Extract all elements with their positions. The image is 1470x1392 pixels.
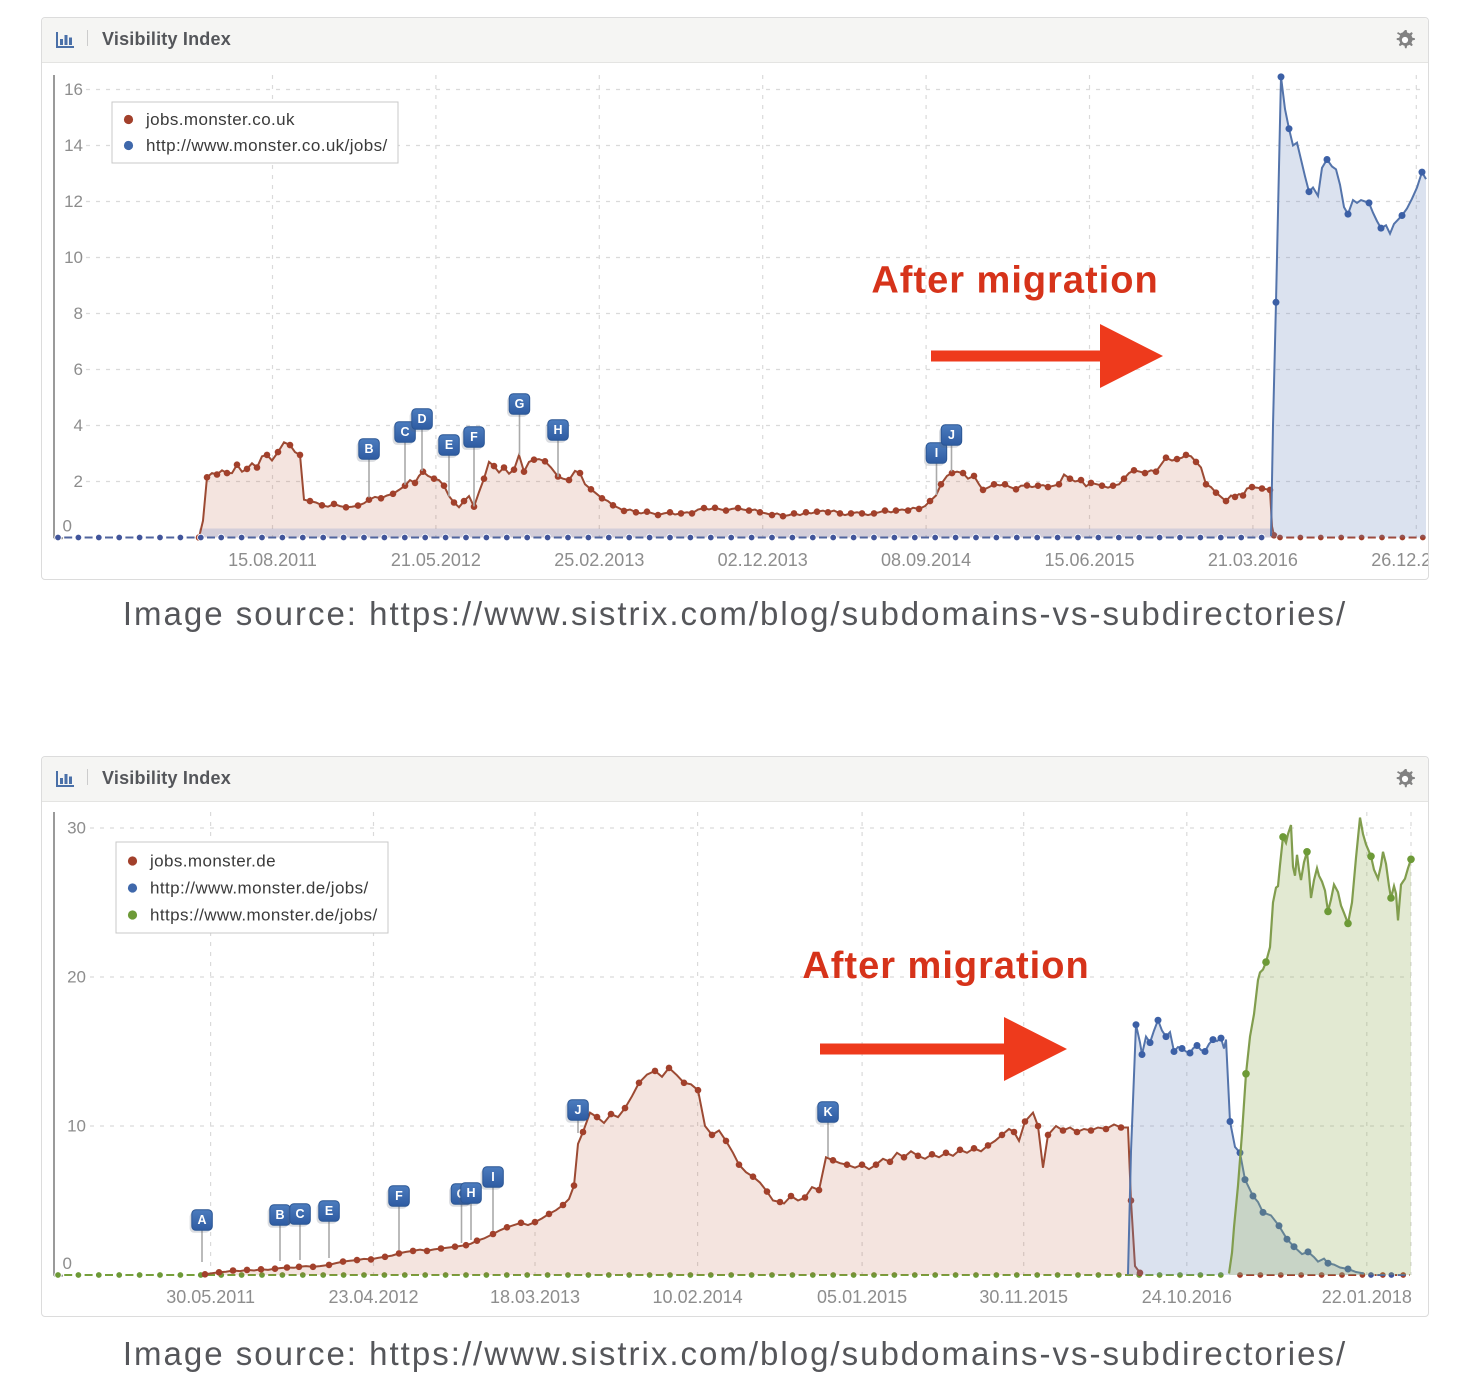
svg-text:E: E [325,1204,333,1218]
svg-text:25.02.2013: 25.02.2013 [554,550,644,570]
svg-text:H: H [466,1186,475,1200]
svg-text:6: 6 [74,360,83,379]
svg-text:10.02.2014: 10.02.2014 [653,1287,743,1307]
svg-text:https://www.monster.de/jobs/: https://www.monster.de/jobs/ [150,906,378,925]
svg-text:C: C [295,1207,304,1221]
svg-text:16: 16 [64,80,83,99]
svg-text:20: 20 [67,968,86,987]
svg-text:F: F [395,1189,403,1203]
svg-text:C: C [400,425,409,439]
svg-text:B: B [275,1208,284,1222]
svg-text:After migration: After migration [802,945,1089,987]
svg-text:10: 10 [67,1117,86,1136]
svg-text:22.01.2018: 22.01.2018 [1322,1287,1412,1307]
svg-text:18.03.2013: 18.03.2013 [490,1287,580,1307]
svg-text:10: 10 [64,248,83,267]
svg-text:14: 14 [64,136,83,155]
svg-text:2: 2 [74,472,83,491]
svg-text:12: 12 [64,192,83,211]
svg-text:I: I [491,1170,494,1184]
svg-text:jobs.monster.co.uk: jobs.monster.co.uk [145,110,295,129]
svg-text:30: 30 [67,819,86,838]
svg-text:A: A [197,1213,206,1227]
svg-text:08.09.2014: 08.09.2014 [881,550,971,570]
svg-text:30.11.2015: 30.11.2015 [979,1287,1068,1307]
svg-text:8: 8 [74,304,83,323]
svg-text:15.08.2011: 15.08.2011 [228,550,317,570]
svg-text:02.12.2013: 02.12.2013 [718,550,808,570]
svg-text:http://www.monster.co.uk/jobs/: http://www.monster.co.uk/jobs/ [146,136,388,155]
svg-text:23.04.2012: 23.04.2012 [328,1287,418,1307]
svg-text:05.01.2015: 05.01.2015 [817,1287,907,1307]
svg-text:I: I [935,446,938,460]
svg-text:http://www.monster.de/jobs/: http://www.monster.de/jobs/ [150,879,369,898]
svg-text:E: E [445,438,453,452]
svg-text:H: H [553,423,562,437]
svg-text:F: F [470,430,478,444]
svg-text:B: B [364,442,373,456]
svg-text:G: G [515,397,525,411]
svg-text:21.03.2016: 21.03.2016 [1208,550,1298,570]
svg-text:15.06.2015: 15.06.2015 [1044,550,1134,570]
svg-text:D: D [417,412,426,426]
svg-text:0: 0 [63,517,72,536]
svg-text:30.05.2011: 30.05.2011 [166,1287,255,1307]
svg-text:4: 4 [74,416,83,435]
svg-text:After migration: After migration [871,260,1158,302]
svg-text:J: J [575,1103,582,1117]
svg-text:21.05.2012: 21.05.2012 [391,550,481,570]
svg-text:24.10.2016: 24.10.2016 [1142,1287,1232,1307]
svg-text:jobs.monster.de: jobs.monster.de [149,852,276,871]
svg-text:26.12.2016: 26.12.2016 [1371,550,1428,570]
svg-text:J: J [948,428,955,442]
svg-text:K: K [823,1105,832,1119]
svg-text:0: 0 [63,1254,72,1273]
